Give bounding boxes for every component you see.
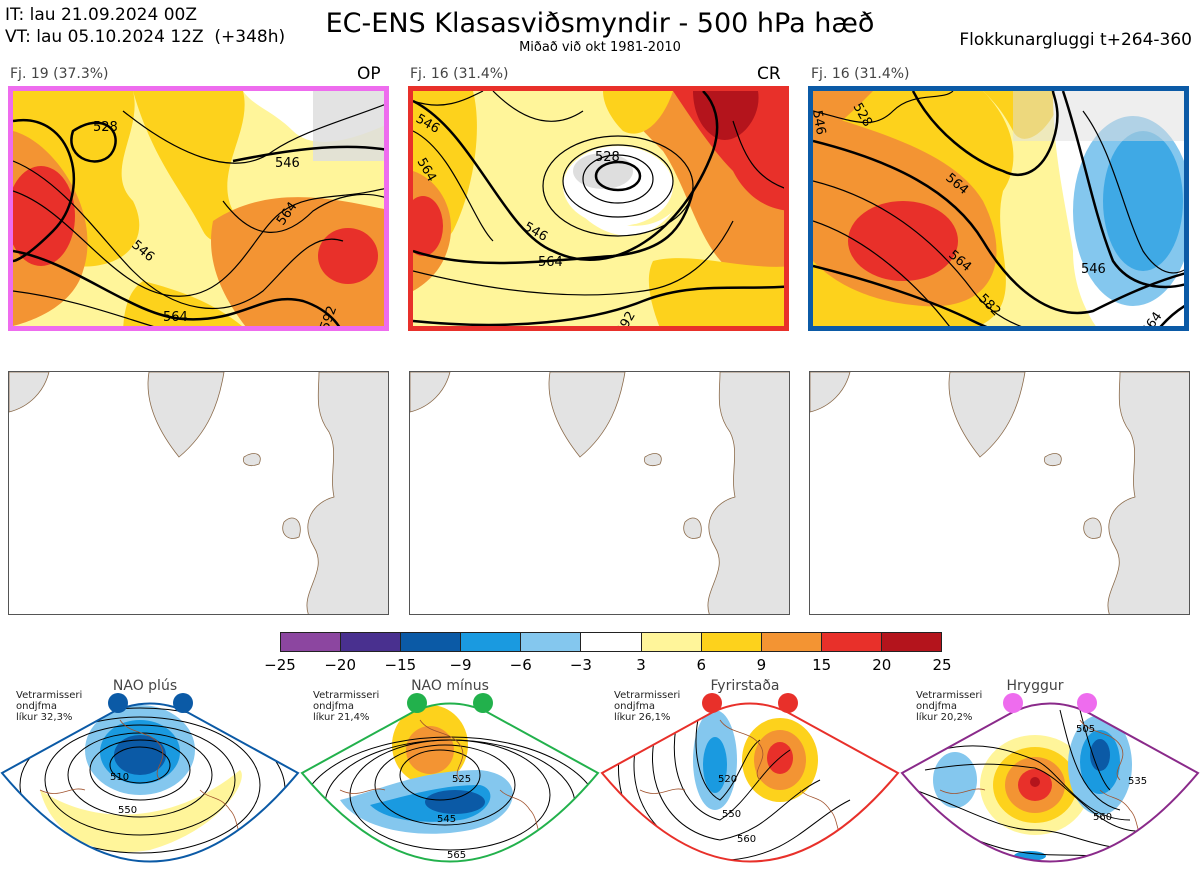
contour-label: 546 [813,109,828,136]
page-title: EC-ENS Klasasviðsmyndir - 500 hPa hæð [325,8,875,39]
contour-label: 564 [538,255,563,270]
cluster-map-2: 546 564 528 546 564 592 [408,86,789,331]
colorbar-swatch [701,633,762,651]
info-line: ondjfma [313,701,354,712]
page-subtitle: Miðað við okt 1981-2010 [519,40,681,55]
cluster-map-1: 528 546 546 564 564 592 [8,86,389,331]
base-map-3 [809,371,1190,615]
regime-title-3: Fyrirstaða [710,678,780,694]
info-line: Vetrarmisseri [313,690,380,701]
colorbar-swatch [461,633,522,651]
colorbar-tick-label: −25 [264,656,296,674]
info-line: líkur 26,1% [614,712,671,723]
colorbar-tick-label: 25 [932,656,952,674]
panel-3-label: Fj. 16 (31.4%) [811,66,910,82]
colorbar-swatch [641,633,702,651]
regime-maps: 510 550 525 545 565 [0,693,1200,863]
colorbar-swatch [401,633,462,651]
colorbar-swatch [341,633,402,651]
colorbar-tick-label: −6 [509,656,532,674]
colorbar-tick-label: 6 [696,656,707,674]
info-line: líkur 20,2% [916,712,973,723]
colorbar-tick-label: −3 [569,656,592,674]
regime-info-2: Vetrarmisseri ondjfma líkur 21,4% [313,690,379,723]
colorbar-swatch [281,633,342,651]
contour-label: 528 [93,120,118,135]
regime-dot [108,693,128,713]
contour-label: 550 [118,805,137,816]
regime-dot [778,693,798,713]
info-line: Vetrarmisseri [916,690,983,701]
contour-label: 510 [110,772,129,783]
init-time: IT: lau 21.09.2024 00Z [5,5,197,25]
contour-label: 545 [437,814,456,825]
colorbar-tick-label: −9 [449,656,472,674]
contour-label: 520 [718,774,737,785]
contour-label: 528 [595,150,620,165]
regime-info-3: Vetrarmisseri ondjfma líkur 26,1% [614,690,680,723]
base-map-2 [409,371,790,615]
contour-label: 525 [452,774,471,785]
contour-label: 565 [447,850,466,861]
contour-label: 560 [1093,812,1112,823]
colorbar-swatch [881,633,942,651]
colorbar-tick-label: 15 [812,656,832,674]
regime-title-2: NAO mínus [411,678,489,694]
contour-label: 592 [318,304,341,331]
info-line: líkur 21,4% [313,712,370,723]
colorbar-tick-label: −20 [324,656,356,674]
contour-label: 546 [275,156,300,171]
info-line: Vetrarmisseri [614,690,681,701]
base-map-1 [8,371,389,615]
regime-title-1: NAO plús [112,678,178,694]
info-line: ondjfma [916,701,957,712]
colorbar-tick-label: 20 [872,656,892,674]
regime-dot [702,693,722,713]
contour-label: 546 [1081,262,1106,277]
regime-dot [1003,693,1023,713]
regime-info-1: Vetrarmisseri ondjfma líkur 32,3% [16,690,82,723]
regime-info-4: Vetrarmisseri ondjfma líkur 20,2% [916,690,982,723]
colorbar-tick-label: 9 [756,656,767,674]
info-line: Vetrarmisseri [16,690,83,701]
contour-label: 564 [163,310,188,325]
contour-label: 505 [1076,724,1095,735]
valid-time: VT: lau 05.10.2024 12Z (+348h) [5,27,286,47]
header-info: IT: lau 21.09.2024 00Z VT: lau 05.10.202… [5,4,285,48]
cluster-map-3: 546 528 564 546 564 582 564 [808,86,1189,331]
colorbar-tick-label: −15 [384,656,417,674]
contour-label: 550 [722,809,741,820]
regime-dot [173,693,193,713]
contour-label: 535 [1128,776,1147,787]
panel-2-label: Fj. 16 (31.4%) [410,66,509,82]
colorbar-swatch [521,633,582,651]
panel-1-label: Fj. 19 (37.3%) [10,66,109,82]
regime-dot [473,693,493,713]
regime-dot [1077,693,1097,713]
contour-label: 560 [737,834,756,845]
classification-window: Flokkunargluggi t+264-360 [959,30,1192,50]
colorbar [280,632,942,652]
info-line: líkur 32,3% [16,712,73,723]
colorbar-tick-label: 3 [636,656,646,674]
panel-1-tag: OP [357,64,381,84]
regime-title-4: Hryggur [1006,678,1064,694]
info-line: ondjfma [614,701,655,712]
colorbar-swatch [821,633,882,651]
colorbar-swatch [581,633,642,651]
regime-dot [407,693,427,713]
colorbar-swatch [761,633,822,651]
info-line: ondjfma [16,701,57,712]
panel-2-tag: CR [757,64,781,84]
